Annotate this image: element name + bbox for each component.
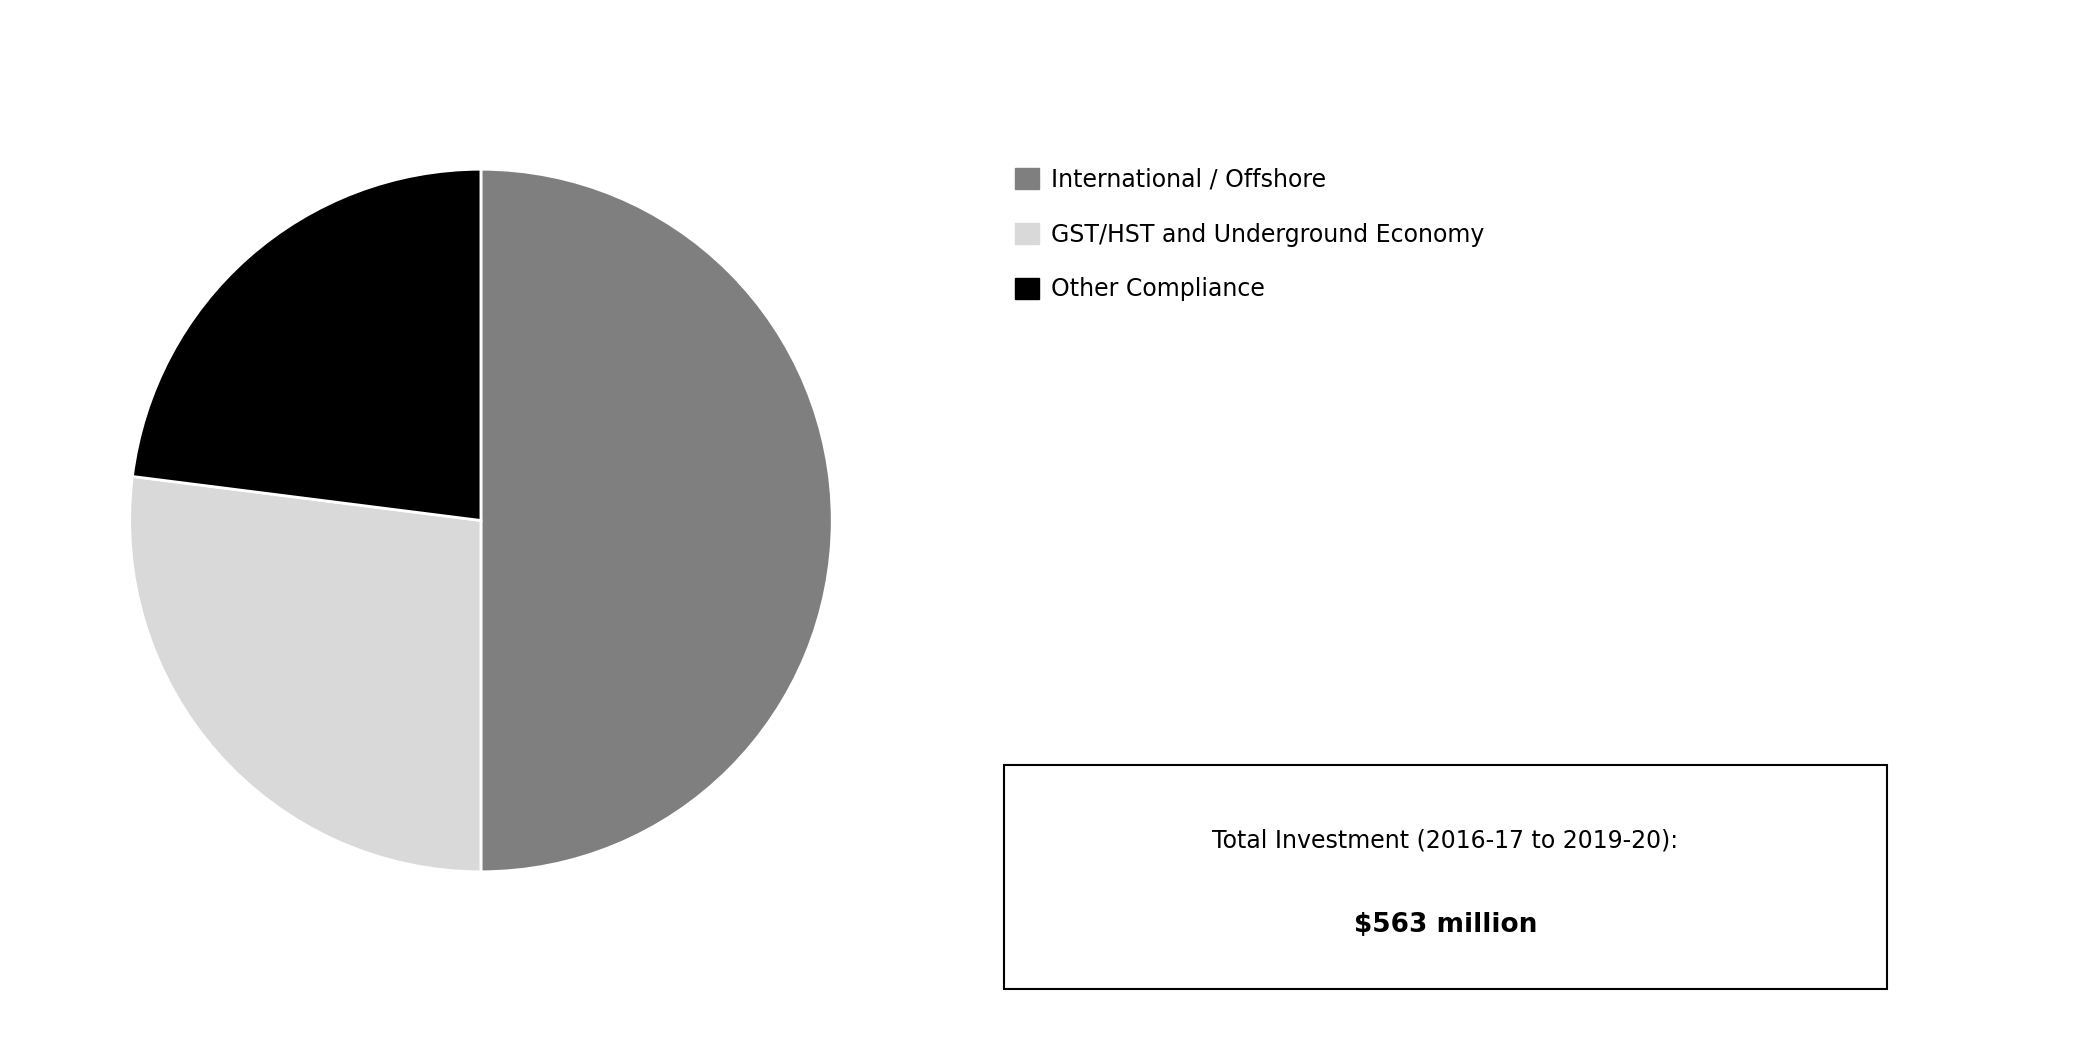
Text: Total Investment (2016-17 to 2019-20):: Total Investment (2016-17 to 2019-20):: [1213, 828, 1679, 853]
Wedge shape: [481, 170, 832, 871]
Wedge shape: [132, 170, 481, 520]
FancyBboxPatch shape: [1004, 764, 1886, 989]
Text: $563 million: $563 million: [1353, 912, 1537, 938]
Legend: International / Offshore, GST/HST and Underground Economy, Other Compliance: International / Offshore, GST/HST and Un…: [1016, 168, 1485, 301]
Wedge shape: [130, 477, 481, 871]
